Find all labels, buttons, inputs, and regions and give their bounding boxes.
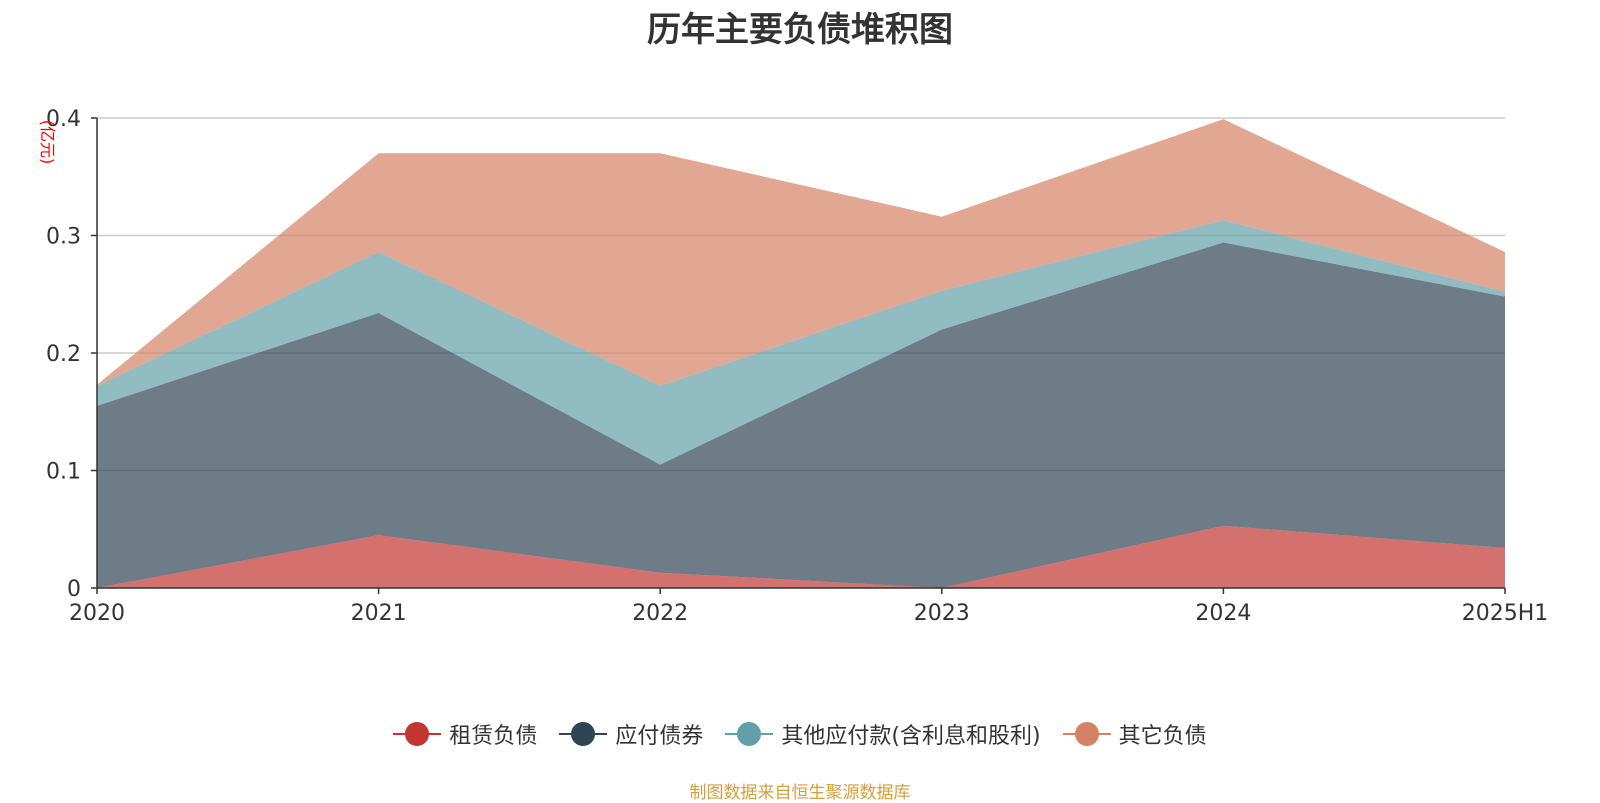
y-axis-unit-label: (亿元) [38,120,57,165]
legend-item-2[interactable]: 其他应付款(含利息和股利) [725,718,1041,750]
chart-plot: 0 0.1 0.2 0.3 0.4 2020 2021 2022 2023 2024 2025H1 (… [38,107,1548,626]
legend-label: 应付债券 [615,724,704,749]
source-note: 制图数据来自恒生聚源数据库 [689,783,911,803]
legend-item-1[interactable]: 应付债券 [559,718,703,750]
x-tick-label-4: 2024 [1195,601,1251,626]
legend-label: 租赁负债 [449,724,538,749]
legend: 租赁负债 应付债券 其他应付款(含利息和股利) 其它负债 [0,718,1600,750]
area-series-0 [97,525,1505,588]
y-tick-label-3: 0.3 [46,225,81,250]
x-tick-label-0: 2020 [69,601,125,626]
legend-item-0[interactable]: 租赁负债 [393,718,537,750]
legend-marker-dot [737,722,762,746]
y-tick-label-2: 0.2 [46,342,81,367]
y-tick-label-4: 0.4 [46,107,81,132]
x-tick-label-2: 2022 [632,601,688,626]
area-series-1 [97,242,1505,589]
legend-label: 其它负债 [1118,724,1207,749]
legend-marker [1062,722,1111,746]
legend-marker-dot [571,722,596,746]
x-tick-label-3: 2023 [914,601,970,626]
legend-marker [559,722,608,746]
legend-marker [393,722,442,746]
legend-item-3[interactable]: 其它负债 [1062,718,1207,750]
axes [91,117,1506,594]
y-tick-label-1: 0.1 [46,460,81,485]
x-tick-label-5: 2025H1 [1462,601,1549,626]
legend-marker-dot [405,722,430,746]
tick-labels: 0 0.1 0.2 0.3 0.4 2020 2021 2022 2023 2024 2025H1 (… [38,107,1548,626]
area-series-2 [97,220,1505,465]
y-tick-label-0: 0 [67,577,81,602]
legend-marker-dot [1074,722,1099,746]
legend-marker [725,722,774,746]
chart-title: 历年主要负债堆积图 [647,10,953,50]
area-series-3 [97,119,1505,386]
legend-label: 其他应付款(含利息和股利) [781,724,1041,749]
area-series [97,119,1505,589]
x-tick-label-1: 2021 [351,601,407,626]
